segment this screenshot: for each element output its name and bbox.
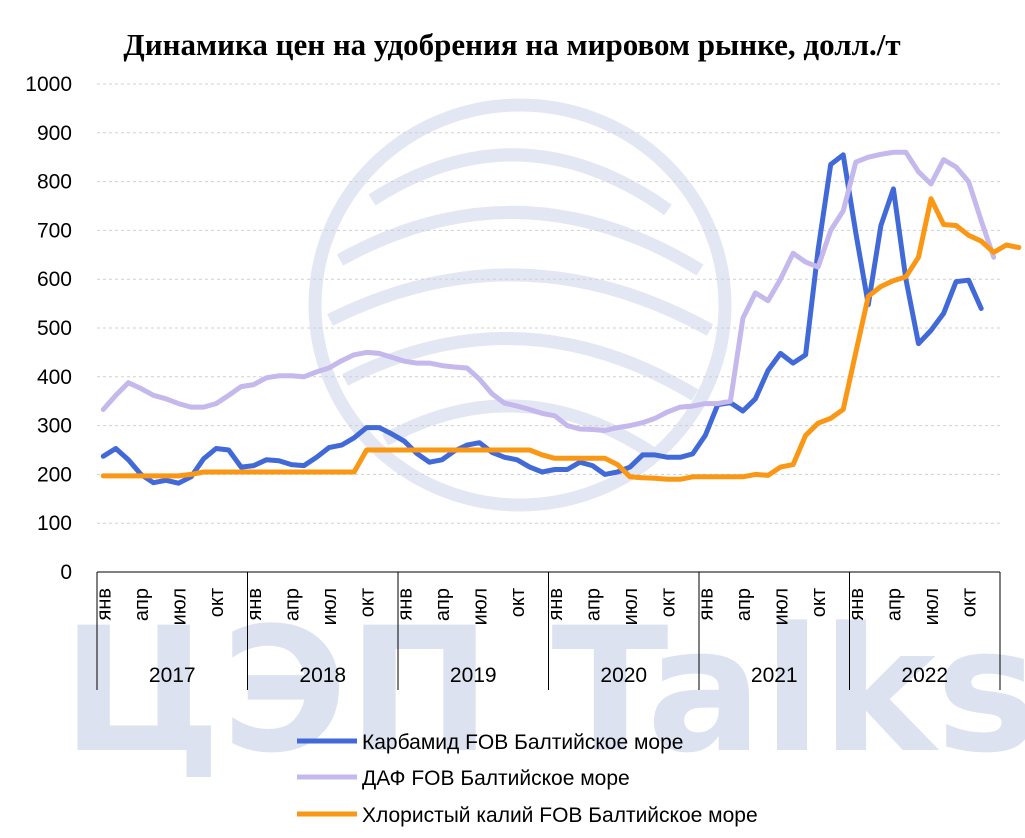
year-label: 2021 [751, 664, 798, 687]
x-tick-label: апр [131, 588, 153, 621]
y-tick-label: 200 [37, 463, 72, 486]
legend-label-1: Карбамид FOB Балтийское море [362, 731, 683, 754]
x-tick-label: июл [921, 588, 943, 625]
x-tick-label: янв [394, 588, 416, 621]
y-tick-label: 300 [37, 415, 72, 438]
x-tick-label: июл [771, 588, 793, 625]
x-tick-label: окт [357, 588, 379, 617]
y-tick-label: 0 [60, 561, 72, 584]
watermark: ЦЭП Talks [62, 98, 1025, 791]
x-tick-label: янв [244, 588, 266, 621]
legend: Карбамид FOB Балтийское море ДАФ FOB Балт… [297, 731, 758, 827]
y-tick-label: 600 [37, 268, 72, 291]
x-tick-label: окт [658, 588, 680, 617]
year-label: 2017 [149, 664, 196, 687]
x-tick-label: апр [883, 588, 905, 621]
chart-title: Динамика цен на удобрения на мировом рын… [123, 27, 900, 62]
x-tick-label: апр [733, 588, 755, 621]
x-tick-label: окт [507, 588, 529, 617]
year-label: 2019 [450, 664, 497, 687]
x-tick-label: янв [695, 588, 717, 621]
x-tick-label: янв [93, 588, 115, 621]
series-line-2 [100, 149, 997, 433]
x-tick-label: окт [808, 588, 830, 617]
x-tick-label: апр [281, 588, 303, 621]
y-tick-label: 700 [37, 219, 72, 242]
legend-label-2: ДАФ FOB Балтийское море [362, 767, 630, 790]
x-tick-label: июл [470, 588, 492, 625]
y-tick-label: 400 [37, 366, 72, 389]
year-label: 2020 [600, 664, 647, 687]
year-label: 2022 [901, 664, 948, 687]
series-line-3 [100, 196, 1022, 482]
y-tick-label: 800 [37, 171, 72, 194]
y-tick-label: 900 [37, 122, 72, 145]
globe-logo-watermark [308, 98, 732, 512]
x-tick-label: июл [169, 588, 191, 625]
x-tick-label: окт [206, 588, 228, 617]
watermark-text: ЦЭП Talks [62, 590, 1025, 791]
y-tick-label: 500 [37, 317, 72, 340]
x-tick-label: июл [620, 588, 642, 625]
x-tick-label: апр [582, 588, 604, 621]
legend-label-3: Хлористый калий FOB Балтийское море [362, 804, 758, 827]
x-tick-label: июл [319, 588, 341, 625]
y-tick-label: 100 [37, 512, 72, 535]
year-label: 2018 [299, 664, 346, 687]
x-tick-label: янв [545, 588, 567, 621]
y-tick-label: 1000 [25, 73, 72, 96]
series-lines [100, 149, 1022, 486]
series-line-1 [100, 152, 984, 486]
x-tick-label: апр [432, 588, 454, 621]
y-axis: 0 100 200 300 400 500 600 700 800 900 1000 [25, 73, 72, 584]
x-tick-label: янв [846, 588, 868, 621]
x-tick-label: окт [959, 588, 981, 617]
